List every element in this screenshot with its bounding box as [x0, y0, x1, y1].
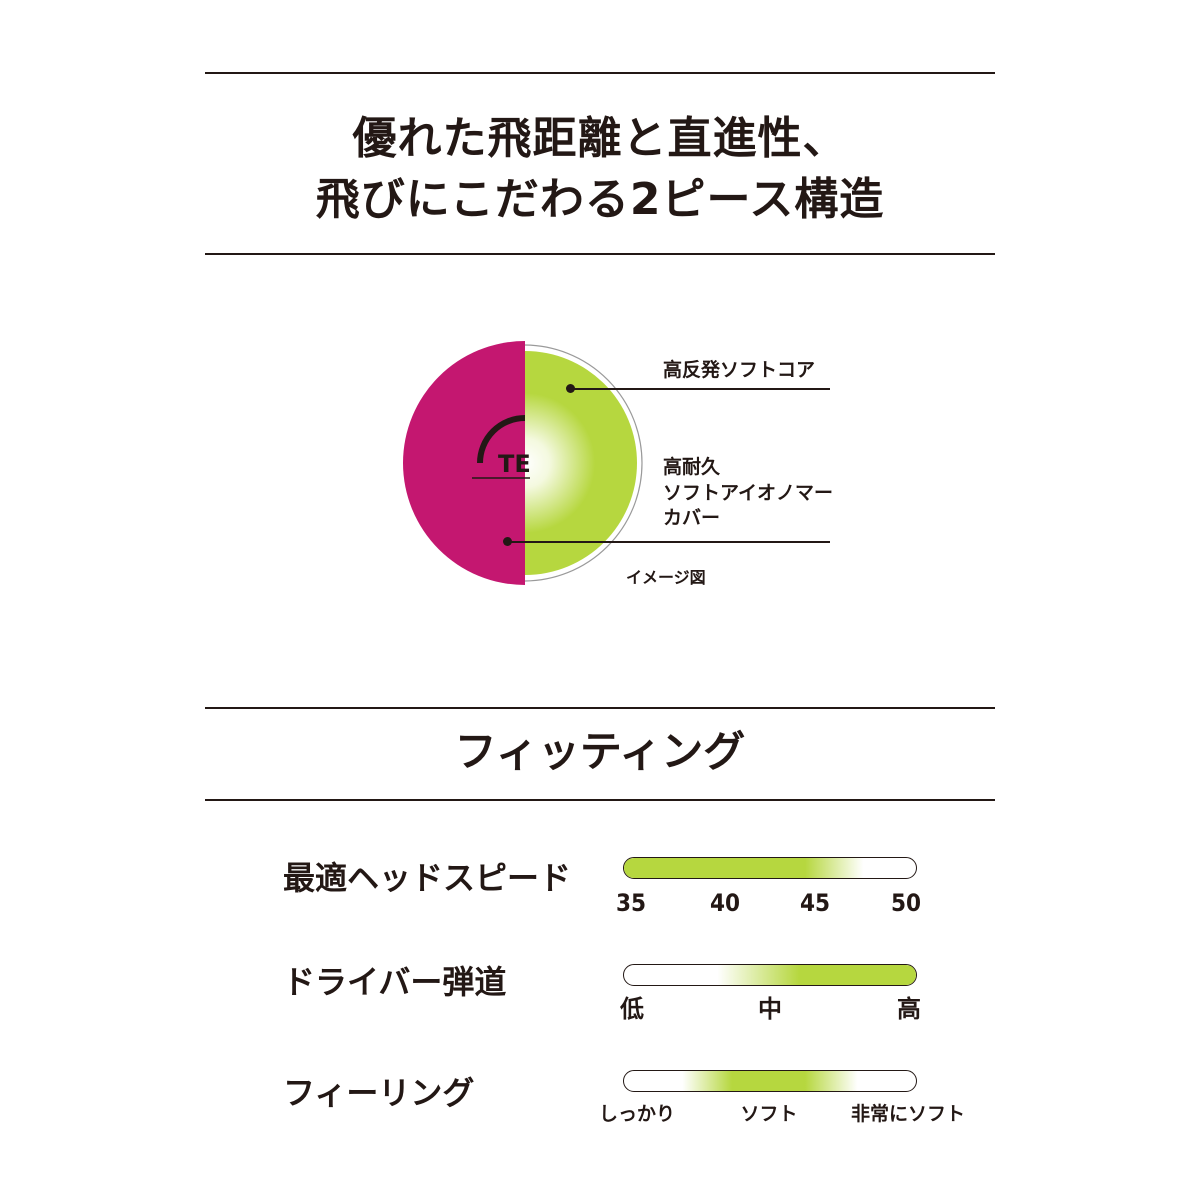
cover-callout-line	[507, 541, 830, 543]
headline-line-2: 飛びにこだわる2ピース構造	[315, 174, 885, 225]
headline-bottom-rule	[205, 253, 995, 255]
head-speed-tick: 45	[799, 889, 831, 917]
core-callout-line	[570, 388, 830, 390]
feeling-label: フィーリング	[283, 1074, 475, 1112]
headline-line-1: 優れた飛距離と直進性、	[352, 113, 848, 164]
logo-text: TE	[498, 450, 531, 478]
feeling-bar	[623, 1070, 917, 1092]
ball-cross-section-diagram: TE	[403, 341, 643, 585]
head-speed-bar	[623, 857, 917, 879]
trajectory-tick: 高	[897, 995, 921, 1023]
feeling-tick: ソフト	[740, 1103, 798, 1125]
ball-left-half	[403, 341, 525, 585]
trajectory-tick: 低	[620, 995, 644, 1023]
feeling-bar-fill	[624, 1071, 916, 1091]
logo-arc-icon	[477, 415, 526, 464]
head-speed-tick: 50	[890, 889, 922, 917]
fitting-bottom-rule	[205, 799, 995, 801]
trajectory-label: ドライバー弾道	[283, 963, 507, 1001]
trajectory-bar	[623, 964, 917, 986]
trajectory-bar-fill	[624, 965, 916, 985]
image-caption: イメージ図	[626, 568, 706, 587]
feeling-tick: 非常にソフト	[850, 1103, 966, 1125]
cover-outline	[525, 344, 643, 582]
head-speed-bar-fill	[624, 858, 916, 878]
feeling-tick: しっかり	[598, 1103, 676, 1125]
core-label: 高反発ソフトコア	[663, 359, 816, 381]
core-right-half	[525, 351, 637, 575]
cover-label: 高耐久 ソフトアイオノマー カバー	[663, 456, 834, 530]
fitting-title: フィッティング	[454, 727, 746, 776]
fitting-top-rule	[205, 707, 995, 709]
head-speed-tick: 35	[615, 889, 647, 917]
top-rule	[205, 72, 995, 74]
head-speed-label: 最適ヘッドスピード	[283, 859, 572, 897]
trajectory-tick: 中	[758, 995, 782, 1023]
head-speed-tick: 40	[709, 889, 741, 917]
